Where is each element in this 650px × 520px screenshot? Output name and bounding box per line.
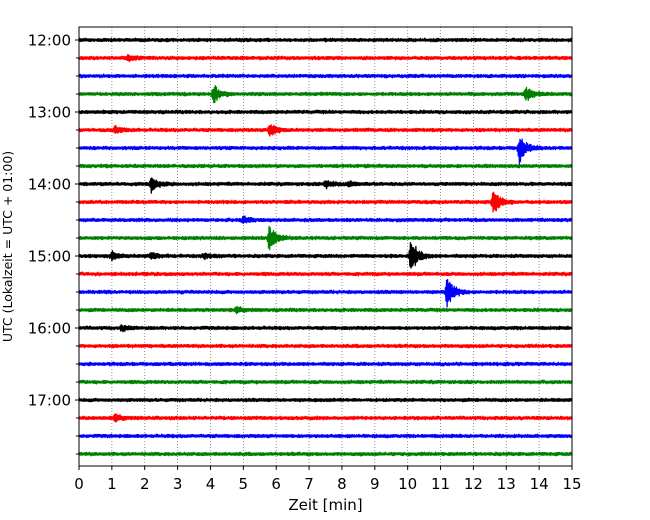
trace-1600 bbox=[78, 324, 573, 333]
x-axis-ticks: 0 1 2 3 4 5 6 7 8 9 10 11 12 13 14 15 bbox=[74, 466, 582, 493]
x-tick-label: 11 bbox=[431, 475, 450, 493]
y-tick-label: 15:00 bbox=[28, 248, 71, 266]
y-tick-label: 17:00 bbox=[28, 392, 71, 410]
y-tick-label: 14:00 bbox=[28, 176, 71, 194]
trace-1430 bbox=[78, 215, 573, 224]
trace-1200 bbox=[78, 37, 573, 43]
grid-lines bbox=[111, 27, 540, 466]
trace-1615 bbox=[78, 343, 573, 349]
plot-frame bbox=[78, 26, 573, 467]
x-tick-label: 3 bbox=[173, 475, 183, 493]
trace-1645 bbox=[78, 379, 573, 385]
trace-1215 bbox=[78, 54, 573, 63]
seismogram-traces bbox=[78, 37, 573, 457]
x-tick-label: 15 bbox=[562, 475, 581, 493]
x-tick-label: 4 bbox=[206, 475, 216, 493]
trace-1415 bbox=[78, 191, 573, 213]
y-tick-label: 13:00 bbox=[28, 104, 71, 122]
x-tick-label: 9 bbox=[370, 475, 380, 493]
x-tick-label: 2 bbox=[140, 475, 150, 493]
x-axis-label: Zeit [min] bbox=[288, 496, 362, 514]
trace-1745 bbox=[78, 451, 573, 457]
y-axis-label: UTC (Lokalzeit = UTC + 01:00) bbox=[0, 151, 15, 342]
x-tick-label: 13 bbox=[497, 475, 516, 493]
x-tick-label: 0 bbox=[74, 475, 84, 493]
x-tick-label: 5 bbox=[239, 475, 249, 493]
x-tick-label: 6 bbox=[271, 475, 281, 493]
trace-1330 bbox=[78, 138, 573, 165]
y-tick-label: 12:00 bbox=[28, 32, 71, 50]
trace-1300 bbox=[78, 109, 573, 115]
x-tick-label: 1 bbox=[107, 475, 117, 493]
trace-1630 bbox=[78, 361, 573, 367]
trace-1500 bbox=[78, 241, 573, 269]
trace-1230 bbox=[78, 73, 573, 79]
trace-1700 bbox=[78, 397, 573, 403]
trace-1715 bbox=[78, 413, 573, 423]
y-axis-ticks: 12:00 13:00 14:00 15:00 16:00 17:00 bbox=[28, 32, 79, 455]
trace-1730 bbox=[78, 433, 573, 439]
x-tick-label: 14 bbox=[530, 475, 549, 493]
trace-1530 bbox=[78, 279, 573, 308]
trace-1515 bbox=[78, 271, 573, 277]
trace-1445 bbox=[78, 225, 573, 251]
trace-1400 bbox=[78, 177, 573, 194]
trace-1245 bbox=[78, 85, 573, 104]
trace-1545 bbox=[78, 306, 573, 315]
x-tick-label: 8 bbox=[337, 475, 347, 493]
x-tick-label: 7 bbox=[304, 475, 314, 493]
x-tick-label: 10 bbox=[398, 475, 417, 493]
trace-1315 bbox=[78, 124, 573, 137]
y-tick-label: 16:00 bbox=[28, 320, 71, 338]
x-tick-label: 12 bbox=[464, 475, 483, 493]
trace-1345 bbox=[78, 163, 573, 169]
